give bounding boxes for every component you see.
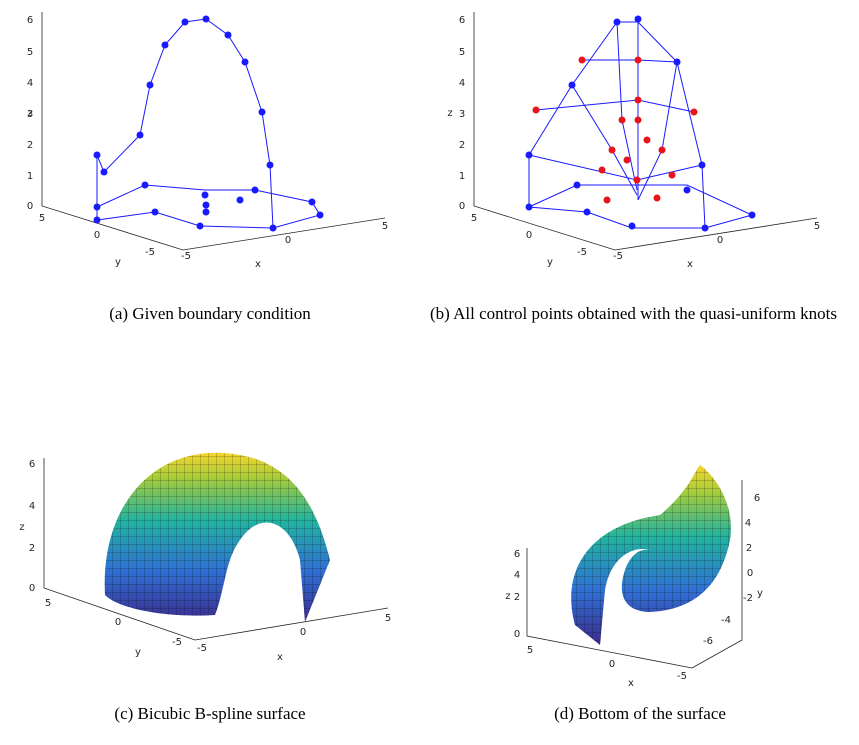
y-tick-label: -6 (703, 636, 713, 647)
x-tick-label: -5 (197, 643, 207, 654)
x-tick-label: 5 (527, 645, 533, 656)
wireframe (529, 19, 752, 228)
z-tick-label: 6 (29, 459, 35, 470)
z-tick-label: 2 (514, 592, 520, 603)
x-tick-label: 0 (609, 659, 615, 670)
points (94, 16, 324, 232)
y-tick-label: 5 (471, 213, 477, 224)
y-tick-label: 5 (39, 213, 45, 224)
panel-a-plot (42, 12, 385, 250)
y-tick-label: 0 (115, 617, 121, 628)
axis-box (474, 12, 817, 250)
y-axis-label: y (135, 647, 141, 658)
y-tick-label: 0 (94, 230, 100, 241)
z-tick-label: 3 (459, 109, 465, 120)
axis-box (42, 12, 385, 250)
y-axis-label: y (757, 588, 763, 599)
z-tick-label: 4 (27, 78, 33, 89)
z-tick-label: 5 (27, 47, 33, 58)
z-tick-label: 0 (514, 629, 520, 640)
y-tick-label: -5 (172, 637, 182, 648)
z-tick-label: 4 (29, 501, 35, 512)
caption: (b) All control points obtained with the… (430, 303, 850, 325)
figure: 654321050-5-505zyx654321050-5-505zyx6420… (0, 0, 859, 745)
x-tick-label: 5 (814, 221, 820, 232)
z-tick-label: 2 (29, 543, 35, 554)
z-tick-label: 2 (459, 140, 465, 151)
z-axis-label: z (27, 108, 32, 119)
x-tick-label: -5 (613, 251, 623, 262)
y-axis-label: y (115, 257, 121, 268)
y-tick-label: 0 (747, 568, 753, 579)
y-tick-label: -5 (145, 247, 155, 258)
y-tick-label: 6 (754, 493, 760, 504)
x-tick-label: 0 (300, 627, 306, 638)
y-tick-label: 2 (746, 543, 752, 554)
y-tick-label: 5 (45, 598, 51, 609)
z-tick-label: 6 (27, 15, 33, 26)
x-axis-label: x (277, 652, 283, 663)
surface-mesh (571, 465, 731, 645)
x-axis-label: x (255, 259, 261, 270)
z-tick-label: 0 (459, 201, 465, 212)
z-tick-label: 6 (514, 549, 520, 560)
points (533, 57, 698, 204)
z-tick-label: 4 (514, 570, 520, 581)
x-tick-label: 5 (385, 613, 391, 624)
z-tick-label: 1 (459, 171, 465, 182)
y-tick-label: 0 (526, 230, 532, 241)
wireframe (97, 19, 273, 228)
y-tick-label: -2 (743, 593, 753, 604)
z-tick-label: 0 (27, 201, 33, 212)
x-axis-label: x (687, 259, 693, 270)
y-axis-label: y (547, 257, 553, 268)
z-axis-label: z (19, 522, 24, 533)
x-tick-label: 0 (285, 235, 291, 246)
x-tick-label: 5 (382, 221, 388, 232)
z-tick-label: 0 (29, 583, 35, 594)
z-axis-label: z (447, 108, 452, 119)
z-tick-label: 6 (459, 15, 465, 26)
z-axis-label: z (505, 591, 510, 602)
caption: (c) Bicubic B-spline surface (0, 703, 420, 725)
x-tick-label: 0 (717, 235, 723, 246)
caption: (a) Given boundary condition (0, 303, 420, 325)
z-tick-label: 4 (459, 78, 465, 89)
y-tick-label: -4 (721, 615, 731, 626)
y-tick-label: -5 (577, 247, 587, 258)
panel-b-plot (474, 12, 817, 250)
z-tick-label: 5 (459, 47, 465, 58)
panel-c-plot (44, 453, 388, 640)
y-tick-label: 4 (745, 518, 751, 529)
z-tick-label: 2 (27, 140, 33, 151)
x-tick-label: -5 (181, 251, 191, 262)
surface-mesh (105, 453, 330, 622)
caption: (d) Bottom of the surface (430, 703, 850, 725)
plots: 654321050-5-505zyx654321050-5-505zyx6420… (0, 0, 859, 745)
x-axis-label: x (628, 678, 634, 689)
z-tick-label: 1 (27, 171, 33, 182)
points (526, 16, 756, 232)
x-tick-label: -5 (677, 671, 687, 682)
